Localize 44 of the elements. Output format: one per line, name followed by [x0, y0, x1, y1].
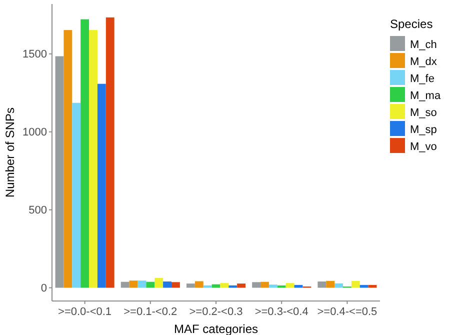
bar [351, 280, 360, 288]
bar [80, 19, 90, 288]
bar [268, 284, 278, 288]
bar [286, 283, 294, 288]
bar [194, 281, 204, 288]
bar [334, 283, 343, 288]
x-tick-label: >=0.1-<0.2 [124, 306, 178, 318]
y-tick-label: 0 [40, 282, 47, 295]
legend-label: M_vo [410, 140, 437, 153]
y-axis-title: Number of SNPs [3, 107, 17, 198]
x-tick-label: >=0.3-<0.4 [254, 306, 308, 318]
bar [326, 280, 335, 288]
bar [120, 282, 130, 288]
bar [252, 282, 261, 288]
bar [318, 282, 326, 288]
legend-title: Species [390, 17, 433, 31]
bar [163, 282, 172, 288]
y-tick-label: 500 [28, 204, 47, 217]
x-tick-label: >=0.0-<0.1 [58, 306, 112, 318]
bar [260, 282, 269, 288]
legend-label: M_sp [410, 124, 437, 136]
y-tick-label: 1500 [22, 48, 47, 61]
bar [89, 30, 98, 288]
legend-label: M_fe [410, 72, 434, 85]
bar [129, 280, 138, 288]
legend-label: M_ch [410, 38, 437, 51]
bar [64, 30, 72, 288]
legend-label: M_so [410, 106, 437, 119]
y-tick-label: 1000 [22, 126, 47, 139]
x-tick-label: >=0.2-<0.3 [189, 306, 243, 318]
legend-label: M_dx [410, 56, 438, 68]
bar [154, 278, 164, 288]
bar [220, 283, 229, 288]
bar [106, 17, 114, 288]
bar [146, 282, 155, 288]
bar [237, 284, 246, 288]
bar [97, 84, 106, 288]
bar [171, 282, 180, 288]
bar [138, 280, 146, 288]
legend-label: M_ma [410, 90, 442, 102]
bar [72, 102, 81, 288]
x-tick-label: >=0.4-<=0.5 [317, 306, 378, 318]
bar [55, 56, 64, 288]
bar [186, 284, 195, 288]
